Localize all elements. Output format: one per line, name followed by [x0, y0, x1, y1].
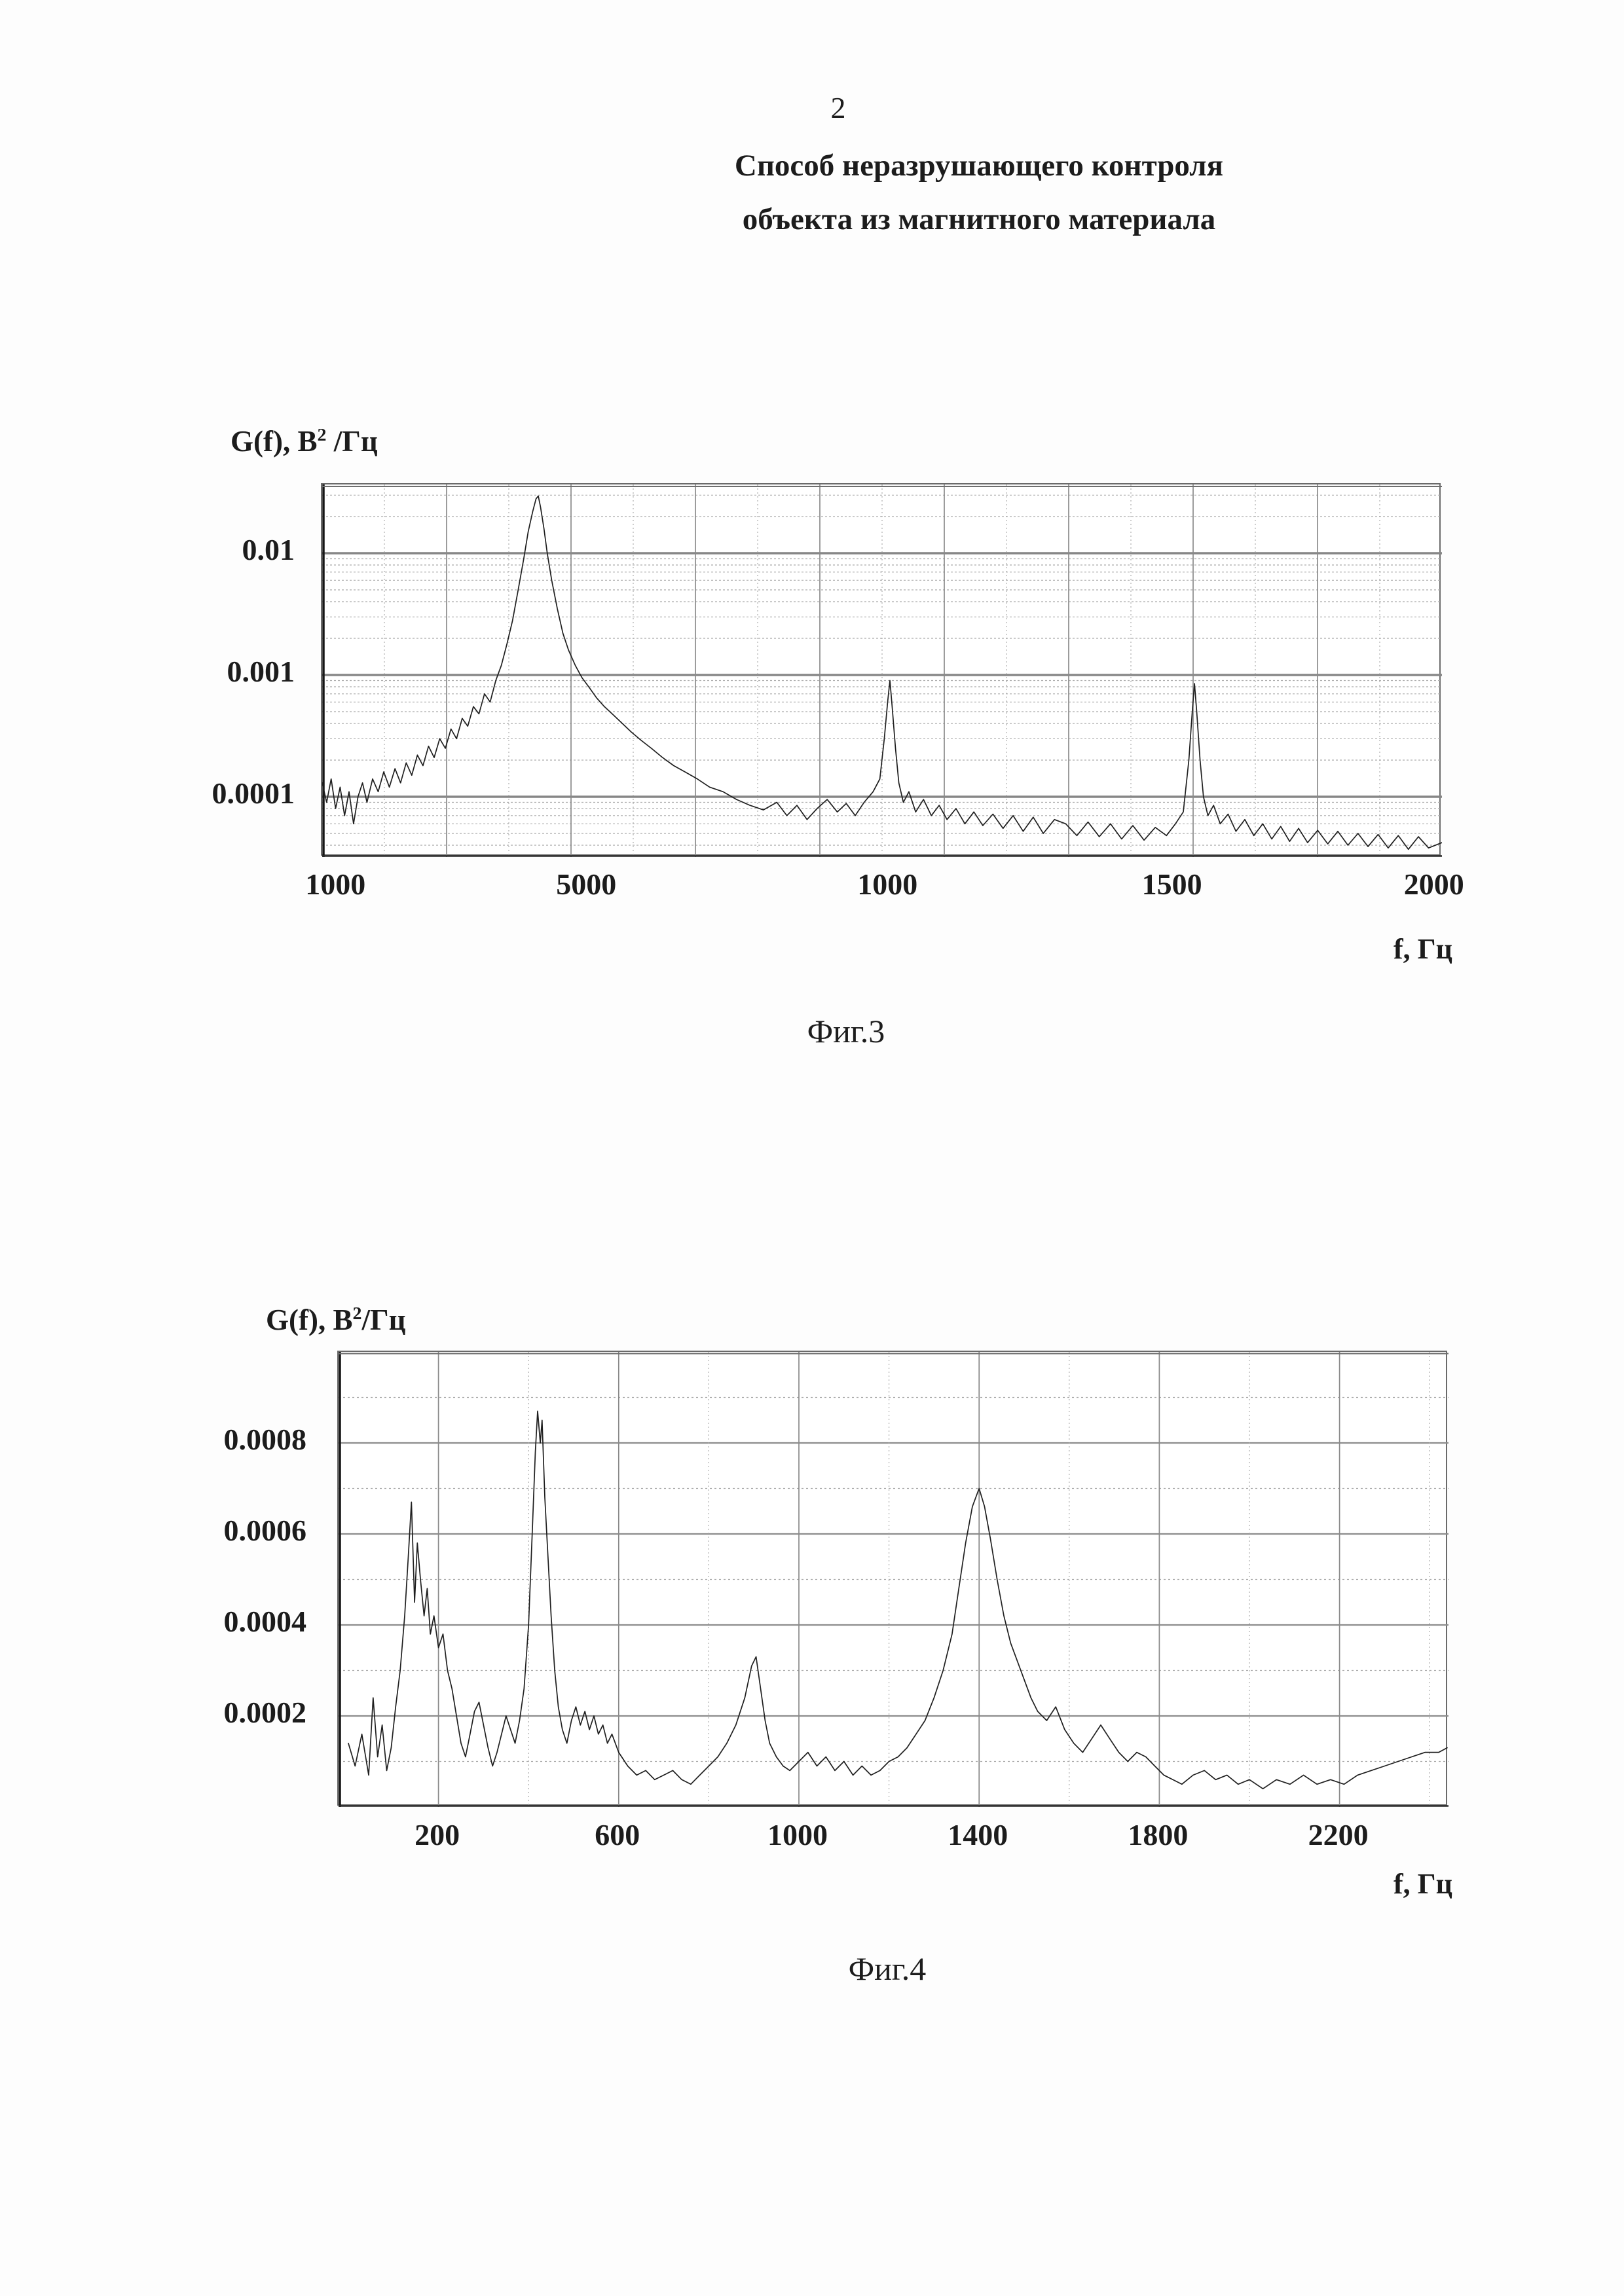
fig4-y-axis-title-main: G(f), В: [266, 1303, 353, 1336]
fig4-plot-area: [337, 1351, 1449, 1807]
fig3-y-axis-title: G(f), В2 /Гц: [231, 424, 378, 458]
fig3-y-tick-label: 0.0001: [212, 776, 295, 810]
fig4-y-tick-label: 0.0002: [223, 1696, 307, 1729]
fig3-x-tick-label: 1500: [1141, 867, 1202, 901]
fig3-caption: Фиг.3: [807, 1013, 885, 1049]
document-title: Способ неразрушающего контроля объекта и…: [668, 139, 1290, 246]
fig4-caption: Фиг.4: [848, 1950, 927, 1987]
fig4-x-tick-label: 1000: [767, 1818, 828, 1851]
fig3-plot-area: [321, 483, 1442, 857]
document-title-line1: Способ неразрушающего контроля: [734, 149, 1224, 183]
fig4-x-tick-label: 200: [415, 1818, 460, 1851]
fig3-x-tick-label: 5000: [556, 867, 617, 901]
fig4-x-tick-label: 1800: [1128, 1818, 1189, 1851]
fig3-y-axis-title-sup: 2: [317, 425, 327, 445]
fig3-x-tick-label: 1000: [857, 867, 918, 901]
fig3-x-tick-label: 1000: [305, 867, 366, 901]
fig4-x-tick-label: 2200: [1308, 1818, 1369, 1851]
fig4-y-tick-label: 0.0004: [223, 1605, 307, 1638]
fig3-y-tick-label: 0.01: [242, 533, 295, 566]
fig4-y-axis-title-sup: 2: [352, 1303, 362, 1324]
fig4-y-axis-title-unit: /Гц: [361, 1303, 406, 1336]
fig4-chart-svg: [339, 1352, 1449, 1807]
fig4-y-axis-title: G(f), В2/Гц: [266, 1303, 406, 1337]
fig3-y-tick-label: 0.001: [227, 655, 295, 688]
fig4-y-tick-label: 0.0006: [223, 1514, 307, 1547]
fig3-y-axis-title-unit: /Гц: [326, 425, 378, 458]
fig3-x-tick-label: 2000: [1403, 867, 1464, 901]
fig3-spectrum-curve: [322, 495, 1442, 850]
fig4-x-axis-label: f, Гц: [1393, 1868, 1452, 1900]
document-title-line2: объекта из магнитного материала: [742, 202, 1216, 236]
page-number: 2: [830, 91, 846, 124]
fig3-x-axis-label: f, Гц: [1393, 933, 1452, 965]
fig3-y-axis-title-main: G(f), В: [231, 425, 318, 458]
fig3-chart-svg: [322, 484, 1442, 857]
fig4-x-tick-label: 1400: [948, 1818, 1008, 1851]
fig4-spectrum-curve: [348, 1410, 1448, 1790]
fig4-y-tick-label: 0.0008: [223, 1423, 307, 1456]
fig4-x-tick-label: 600: [595, 1818, 640, 1851]
